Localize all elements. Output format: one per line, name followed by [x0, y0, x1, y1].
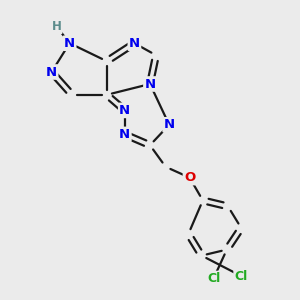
Text: N: N — [64, 37, 75, 50]
Text: Cl: Cl — [235, 269, 248, 283]
Text: N: N — [129, 37, 140, 50]
Text: H: H — [52, 20, 61, 33]
Text: O: O — [184, 171, 195, 184]
Text: N: N — [46, 65, 57, 79]
Text: Cl: Cl — [207, 272, 220, 285]
Text: N: N — [119, 128, 130, 141]
Text: N: N — [164, 118, 175, 131]
Text: N: N — [119, 104, 130, 117]
Text: N: N — [144, 77, 156, 91]
